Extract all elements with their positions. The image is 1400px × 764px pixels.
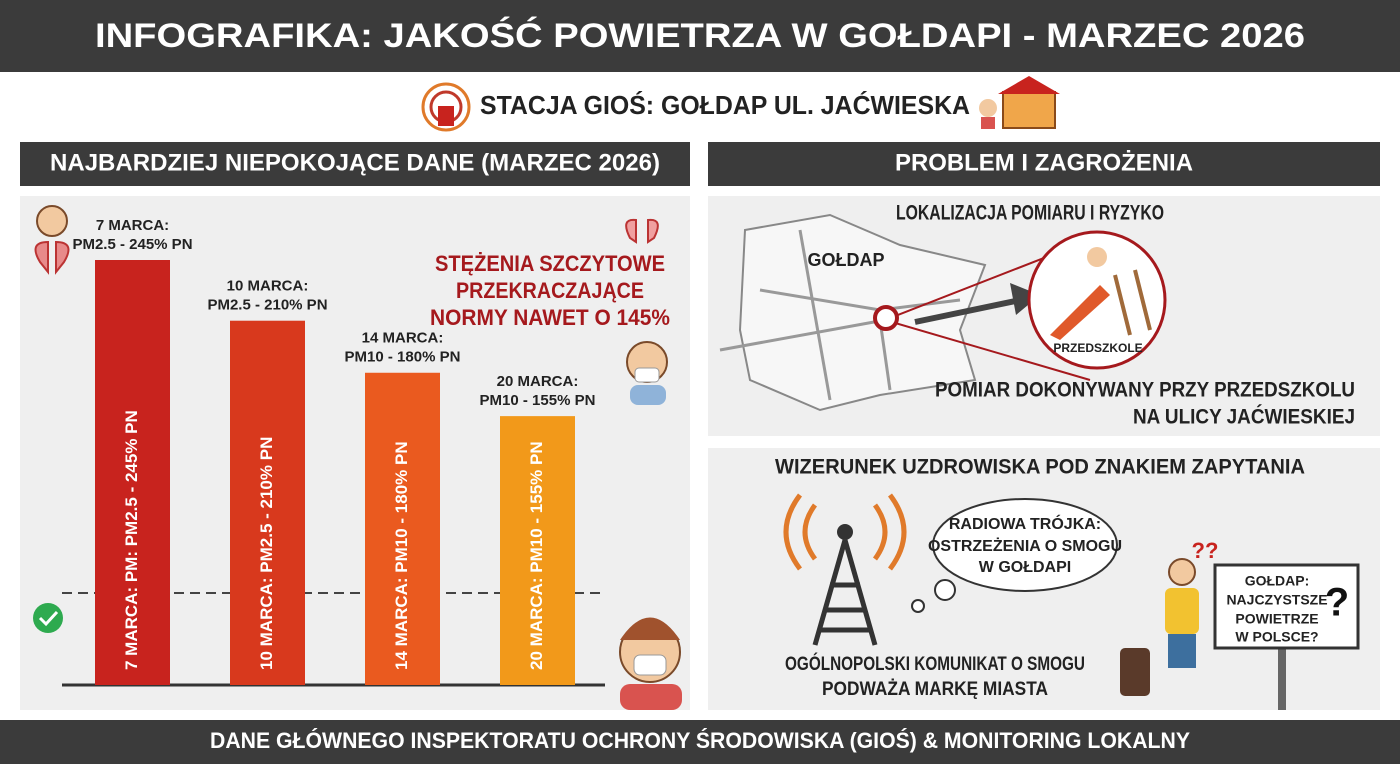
label: NA ULICY JAĆWIESKIEJ [1133,405,1355,429]
decoration [625,218,659,244]
bar-label: 10 MARCA: PM2.5 - 210% PN [257,437,276,670]
bar-label: 7 MARCA: PM: PM2.5 - 245% PN [122,410,141,670]
label: NAJCZYSTSZE [1226,592,1327,608]
category-label: 10 MARCA: [227,278,309,295]
category-label: 14 MARCA: [362,330,444,347]
decoration [0,0,1400,72]
decoration [1165,588,1199,634]
label: PODWAŻA MARKĘ MIASTA [822,679,1048,700]
decoration [1087,247,1107,267]
label: PRZEKRACZAJĄCE [456,278,644,303]
decoration [981,117,995,129]
label: NORMY NAWET O 145% [430,305,670,330]
decoration [634,367,660,383]
decoration [33,603,63,633]
label: POWIETRZE [1235,611,1318,627]
decoration [783,493,907,571]
decoration [911,599,925,613]
label: STĘŻENIA SZCZYTOWE [435,251,665,276]
decoration [1050,285,1110,340]
label: INFOGRAFIKA: JAKOŚĆ POWIETRZA W GOŁDAPI … [95,17,1305,55]
label: POMIAR DOKONYWANY PRZY PRZEDSZKOLU [935,379,1355,402]
value-label: PM2.5 - 210% PN [207,297,327,314]
bar [230,320,305,685]
decoration [630,385,666,405]
decoration [932,498,1118,592]
decoration [1168,634,1196,668]
label: PRZEDSZKOLE [1053,341,1142,355]
value-label: PM10 - 155% PN [480,392,596,409]
category-label: 20 MARCA: [497,373,579,390]
decoration [1213,563,1360,650]
label: NAJBARDZIEJ NIEPOKOJĄCE DANE (MARZEC 202… [50,149,660,176]
decoration [633,654,667,676]
label: OSTRZEŻENIA O SMOGU [928,537,1122,555]
label: ?? [1192,538,1219,563]
decoration [0,720,1400,764]
decoration [20,142,690,186]
label: RADIOWA TRÓJKA: [949,514,1101,533]
label: STACJA GIOŚ: GOŁDAP UL. JAĆWIESKA [480,90,970,120]
decoration [738,213,987,412]
bar-label: 14 MARCA: PM10 - 180% PN [392,441,411,670]
decoration [438,106,454,126]
bar [95,260,170,685]
decoration [1002,91,1056,129]
label: OGÓLNOPOLSKI KOMUNIKAT O SMOGU [785,653,1085,675]
label: LOKALIZACJA POMIARU I RYZYKO [896,202,1164,225]
value-label: PM10 - 180% PN [345,349,461,366]
decoration [837,524,853,540]
decoration [914,297,1021,325]
decoration [1278,648,1286,710]
decoration [1010,283,1040,315]
bar-label: 20 MARCA: PM10 - 155% PN [527,441,546,670]
label: ? [1325,581,1349,625]
bar [365,372,440,685]
label: GOŁDAP: [1245,573,1310,589]
decoration [1113,269,1152,336]
decoration [998,76,1060,94]
decoration [620,617,680,640]
decoration [36,205,68,237]
label: W POLSCE? [1235,629,1318,645]
texts: INFOGRAFIKA: JAKOŚĆ POWIETRZA W GOŁDAPI … [50,17,1355,753]
decoration [812,539,878,646]
decoration [708,142,1380,186]
label: WIZERUNEK UZDROWISKA POD ZNAKIEM ZAPYTAN… [775,456,1305,479]
bar [500,416,575,685]
decoration [620,684,682,710]
decoration [38,610,59,627]
label: GOŁDAP [807,250,884,270]
decoration [873,305,899,331]
value-label: PM2.5 - 245% PN [72,236,192,253]
label: W GOŁDAPI [979,559,1071,576]
bar-chart: 7 MARCA: PM2.5 - 245% PN 7 MARCA: PM: PM2.… [72,217,595,685]
category-label: 7 MARCA: [96,217,169,234]
decoration [34,240,70,275]
decoration [934,579,956,601]
decoration [979,99,997,117]
decoration [1168,558,1196,586]
label: PROBLEM I ZAGROŻENIA [895,149,1193,176]
label: DANE GŁÓWNEGO INSPEKTORATU OCHRONY ŚRODO… [210,728,1190,753]
decoration [1120,648,1150,696]
